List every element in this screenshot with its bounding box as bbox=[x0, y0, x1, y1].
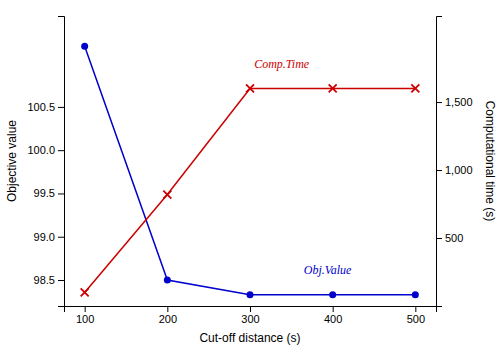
tick: 300 bbox=[241, 306, 259, 325]
tick-mark bbox=[58, 107, 64, 108]
x-axis-title: Cut-off distance (s) bbox=[199, 331, 300, 345]
tick-mark bbox=[436, 238, 442, 239]
tick: 500 bbox=[407, 306, 425, 325]
tick-label: 98.5 bbox=[34, 274, 55, 286]
point bbox=[412, 291, 419, 298]
point bbox=[164, 277, 171, 284]
tick-mark bbox=[58, 193, 64, 194]
y-axis: 98.5 99.0 99.5 100.0 100.5 bbox=[27, 17, 64, 307]
point bbox=[247, 291, 254, 298]
tick-label: 100 bbox=[76, 313, 94, 325]
y-axis-title: Objective value bbox=[5, 120, 19, 202]
tick-label: 200 bbox=[159, 313, 177, 325]
point bbox=[163, 191, 171, 199]
tick-mark bbox=[415, 306, 416, 312]
marks bbox=[81, 43, 420, 298]
tick-mark bbox=[250, 306, 251, 312]
tick-mark bbox=[333, 306, 334, 312]
tick: 200 bbox=[159, 306, 177, 325]
tick-label: 500 bbox=[445, 232, 463, 244]
point bbox=[246, 84, 254, 92]
point bbox=[81, 288, 89, 296]
tick-label: 500 bbox=[407, 313, 425, 325]
axis-line bbox=[58, 17, 65, 307]
y2-axis-title: Computational time (s) bbox=[483, 101, 497, 222]
axis-line bbox=[437, 17, 443, 307]
point bbox=[329, 291, 336, 298]
tick-label: 1,500 bbox=[445, 96, 473, 108]
annotation: Obj.Value bbox=[304, 263, 352, 277]
tick-label: 300 bbox=[241, 313, 259, 325]
series-line bbox=[85, 88, 416, 292]
tick-mark bbox=[58, 280, 64, 281]
point bbox=[81, 43, 88, 50]
tick-label: 99.5 bbox=[34, 187, 55, 199]
annotation: Comp.Time bbox=[254, 57, 310, 71]
tick-mark bbox=[58, 237, 64, 238]
tick-mark bbox=[436, 170, 442, 171]
tick: 500 bbox=[436, 232, 463, 244]
series-line bbox=[85, 46, 416, 294]
axis-line bbox=[65, 307, 437, 313]
tick: 400 bbox=[324, 306, 342, 325]
point bbox=[411, 84, 419, 92]
tick-label: 1,000 bbox=[445, 164, 473, 176]
tick: 1,500 bbox=[436, 96, 473, 108]
point bbox=[329, 84, 337, 92]
tick: 1,000 bbox=[436, 164, 473, 176]
tick: 100.0 bbox=[27, 144, 64, 156]
tick: 100 bbox=[76, 306, 94, 325]
tick-mark bbox=[58, 150, 64, 151]
x-axis: 100 200 300 400 500 bbox=[65, 306, 437, 325]
tick-mark bbox=[167, 306, 168, 312]
tick-label: 100.5 bbox=[27, 101, 55, 113]
y2-axis: 500 1,000 1,500 bbox=[436, 17, 473, 307]
tick-label: 100.0 bbox=[27, 144, 55, 156]
tick-label: 400 bbox=[324, 313, 342, 325]
tick: 100.5 bbox=[27, 101, 64, 113]
tick: 99.0 bbox=[34, 231, 64, 243]
tick: 99.5 bbox=[34, 187, 64, 199]
chart: 100 200 300 400 500 98.5 99.0 99.5 100.0 100.5 500… bbox=[0, 0, 500, 352]
tick-mark bbox=[436, 102, 442, 103]
tick-mark bbox=[85, 306, 86, 312]
tick-label: 99.0 bbox=[34, 231, 55, 243]
plot: 100 200 300 400 500 98.5 99.0 99.5 100.0 100.5 500… bbox=[5, 17, 497, 346]
tick: 98.5 bbox=[34, 274, 64, 286]
